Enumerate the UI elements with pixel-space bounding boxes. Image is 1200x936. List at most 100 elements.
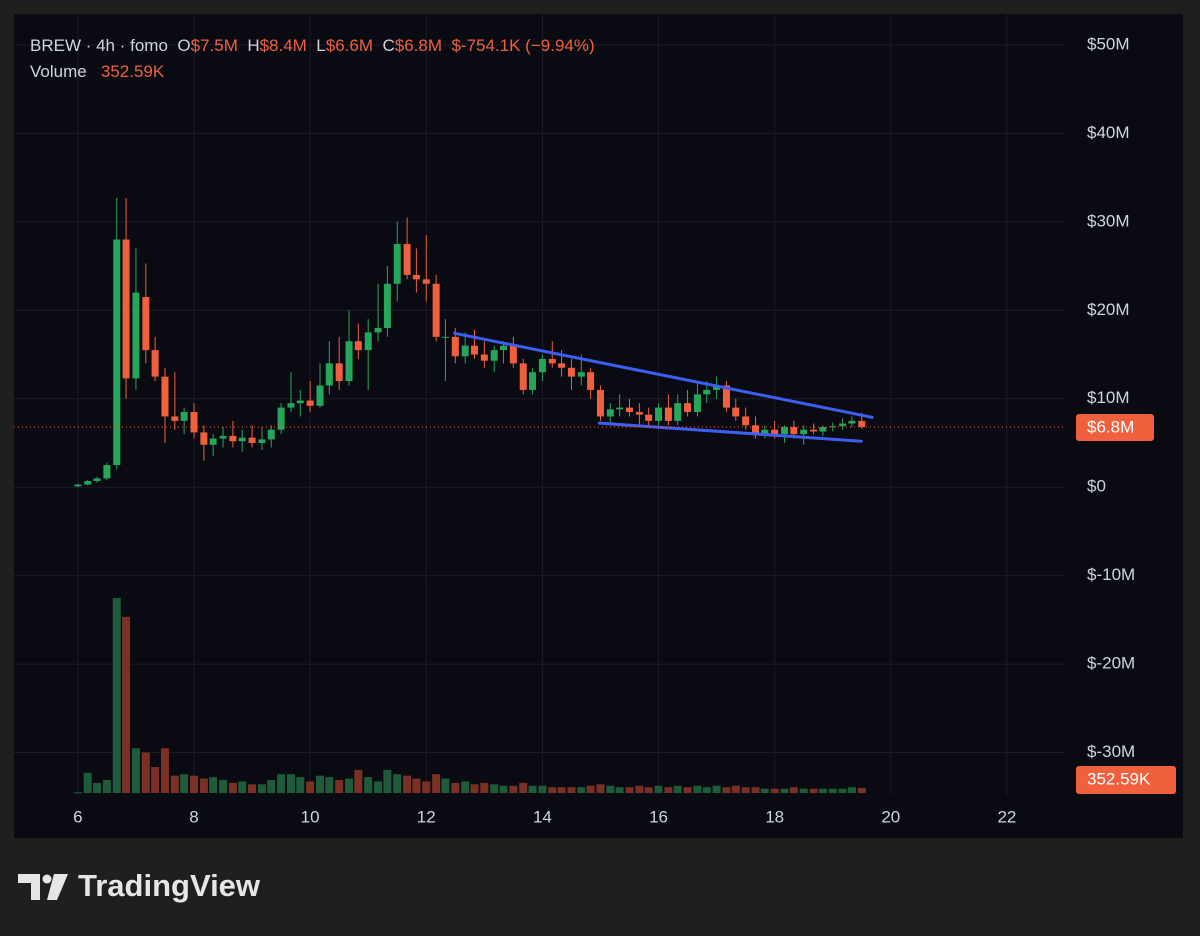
volume-bar bbox=[393, 774, 402, 793]
candle-body bbox=[606, 409, 614, 417]
volume-bar bbox=[557, 787, 566, 793]
candle-body bbox=[84, 481, 92, 485]
volume-bar bbox=[432, 774, 441, 793]
ohlc-value: $8.4M bbox=[259, 36, 307, 55]
volume-bar bbox=[383, 769, 392, 793]
volume-bar bbox=[83, 772, 92, 793]
volume-bar bbox=[180, 774, 189, 793]
x-tick-label: 18 bbox=[765, 807, 784, 826]
volume-bar bbox=[702, 787, 711, 793]
change: $-754.1K (−9.94%) bbox=[451, 36, 595, 55]
candle-body bbox=[722, 385, 730, 408]
x-tick-label: 6 bbox=[73, 807, 82, 826]
trendline bbox=[453, 331, 874, 419]
volume-bar bbox=[809, 788, 818, 793]
volume-bar bbox=[818, 788, 827, 793]
candle-body bbox=[567, 367, 575, 377]
volume-bar bbox=[277, 774, 286, 793]
candle-body bbox=[296, 400, 304, 404]
volume-bar bbox=[586, 785, 595, 793]
candle-body bbox=[422, 279, 430, 284]
volume-bar bbox=[131, 748, 140, 793]
candle-body bbox=[93, 478, 101, 482]
candle-body bbox=[161, 376, 169, 417]
candle-body bbox=[74, 484, 82, 487]
candle-body bbox=[432, 283, 440, 337]
candle-body bbox=[810, 429, 818, 432]
candle-body bbox=[142, 297, 150, 351]
x-tick-label: 16 bbox=[649, 807, 668, 826]
candle-body bbox=[732, 407, 740, 417]
volume-bar bbox=[286, 774, 295, 793]
y-tick-label: $-10M bbox=[1087, 565, 1135, 584]
volume-bar bbox=[480, 782, 489, 793]
volume-bar bbox=[354, 769, 363, 793]
volume-bar bbox=[722, 787, 731, 793]
price-tag-label: $6.8M bbox=[1087, 418, 1134, 437]
brand-name: TradingView bbox=[78, 868, 261, 903]
volume-bar bbox=[838, 788, 847, 793]
ohlc-label: L bbox=[316, 36, 326, 55]
candle-body bbox=[790, 427, 798, 435]
candle-body bbox=[771, 429, 779, 435]
ohlc-value: $6.8M bbox=[394, 36, 442, 55]
x-tick-label: 14 bbox=[533, 807, 552, 826]
candle-body bbox=[819, 427, 827, 432]
volume-bar bbox=[267, 780, 276, 793]
volume-bar bbox=[257, 784, 266, 793]
volume-bar bbox=[219, 780, 228, 793]
volume-bar bbox=[789, 787, 798, 793]
volume-bar bbox=[238, 781, 247, 793]
candle-body bbox=[645, 414, 653, 421]
candle-body bbox=[374, 327, 382, 333]
volume-bar bbox=[751, 787, 760, 793]
volume-bar bbox=[296, 777, 305, 793]
volume-bar bbox=[422, 781, 431, 793]
volume-bar bbox=[693, 785, 702, 793]
volume-bar bbox=[519, 782, 528, 793]
volume-bar bbox=[596, 784, 605, 793]
candle-body bbox=[354, 341, 362, 351]
candle-body bbox=[335, 363, 343, 382]
candle-body bbox=[596, 389, 604, 417]
candle-body bbox=[238, 437, 246, 442]
volume-label: Volume bbox=[30, 62, 87, 81]
legend: BREW · 4h · fomo O$7.5M H$8.4M L$6.6M C$… bbox=[30, 33, 595, 85]
candle-body bbox=[664, 407, 672, 421]
volume-bar bbox=[567, 787, 576, 793]
ohlc-value: $7.5M bbox=[190, 36, 238, 55]
candle-body bbox=[626, 407, 634, 413]
ohlc-label: O bbox=[177, 36, 191, 55]
candle-body bbox=[577, 372, 585, 377]
volume-bar bbox=[93, 782, 102, 793]
candle-body bbox=[781, 427, 789, 435]
candle-body bbox=[616, 407, 624, 410]
candle-body bbox=[742, 416, 750, 426]
candle-body bbox=[132, 292, 140, 379]
volume-bar bbox=[857, 787, 866, 793]
candle-body bbox=[684, 403, 692, 413]
candle-body bbox=[171, 416, 179, 421]
x-tick-label: 12 bbox=[417, 807, 436, 826]
y-tick-label: $20M bbox=[1087, 300, 1130, 319]
volume-bar bbox=[209, 777, 218, 793]
volume-bar bbox=[780, 788, 789, 793]
volume-bar bbox=[451, 782, 460, 793]
candle-body bbox=[364, 332, 372, 351]
candle-body bbox=[839, 423, 847, 427]
candle-body bbox=[306, 400, 314, 406]
volume-bar bbox=[673, 785, 682, 793]
ohlc-value: $6.6M bbox=[325, 36, 374, 55]
volume-bar bbox=[548, 787, 557, 793]
candle-body bbox=[200, 432, 208, 445]
candle-body bbox=[509, 345, 517, 364]
volume-bar bbox=[712, 785, 721, 793]
candle-body bbox=[829, 426, 837, 428]
candle-body bbox=[451, 336, 459, 357]
y-tick-label: $10M bbox=[1087, 388, 1130, 407]
x-tick-label: 10 bbox=[301, 807, 320, 826]
volume-bar bbox=[644, 787, 653, 793]
y-tick-label: $-30M bbox=[1087, 742, 1135, 761]
volume-bar bbox=[577, 787, 586, 793]
